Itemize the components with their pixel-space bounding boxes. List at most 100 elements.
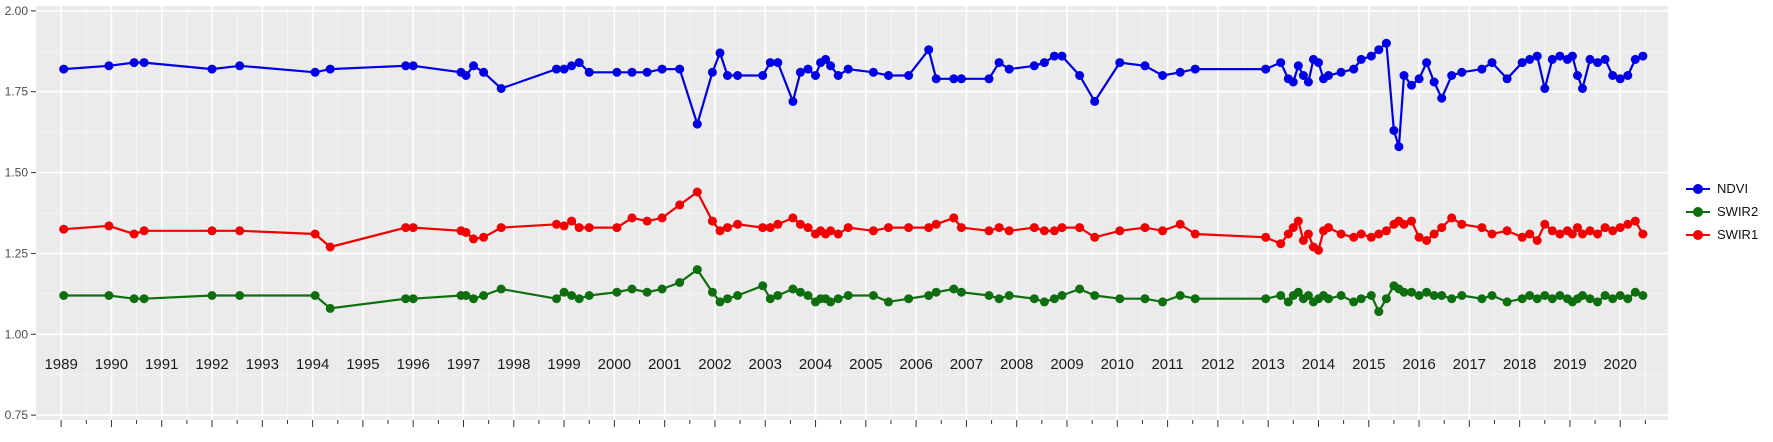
data-point — [1158, 71, 1168, 80]
data-point — [408, 61, 418, 71]
gridlines-minor — [36, 6, 1668, 420]
data-point — [207, 226, 217, 236]
x-tick-label: 1994 — [296, 356, 329, 373]
data-point — [692, 119, 702, 129]
data-point — [1525, 291, 1535, 300]
data-point — [1437, 223, 1447, 233]
data-point — [1324, 294, 1333, 304]
x-tick-label: 2000 — [598, 356, 631, 373]
data-point — [904, 71, 914, 80]
data-point — [843, 291, 853, 300]
data-point — [1175, 67, 1185, 77]
data-point — [461, 291, 471, 300]
data-point — [1399, 219, 1409, 229]
data-point — [1567, 51, 1577, 61]
data-point — [1399, 287, 1409, 297]
data-point — [904, 223, 914, 233]
data-point — [1261, 64, 1271, 74]
data-point — [765, 294, 775, 304]
x-tick-label: 2004 — [799, 356, 832, 373]
data-point — [715, 48, 725, 58]
data-point — [642, 67, 652, 77]
data-point — [924, 45, 934, 55]
data-point — [1608, 226, 1618, 236]
series-swir1 — [59, 187, 1648, 255]
data-point — [1429, 291, 1439, 300]
data-point — [1349, 297, 1359, 307]
data-point — [843, 223, 853, 233]
data-point — [692, 187, 702, 197]
data-point — [207, 291, 217, 300]
data-point — [931, 74, 941, 84]
data-point — [1004, 226, 1014, 236]
data-point — [821, 54, 831, 64]
data-point — [1457, 219, 1467, 229]
data-point — [104, 61, 114, 71]
data-point — [1414, 74, 1424, 84]
data-point — [1630, 54, 1640, 64]
data-point — [235, 226, 245, 236]
data-point — [733, 71, 743, 80]
x-tick-label: 1997 — [447, 356, 480, 373]
data-point — [642, 216, 652, 226]
data-point — [1593, 297, 1603, 307]
x-tick-label: 2012 — [1201, 356, 1234, 373]
data-point — [931, 219, 941, 229]
data-point — [310, 229, 320, 239]
data-point — [795, 287, 805, 297]
x-tick-label: 1999 — [547, 356, 580, 373]
data-point — [1477, 223, 1487, 233]
data-point — [765, 58, 775, 68]
x-tick-label: 2015 — [1352, 356, 1385, 373]
data-point — [479, 67, 489, 77]
data-point — [949, 74, 959, 84]
data-point — [1314, 245, 1323, 255]
data-point — [984, 74, 994, 84]
data-point — [1090, 232, 1100, 242]
data-point — [1057, 223, 1067, 233]
data-point — [627, 284, 637, 294]
data-point — [584, 67, 594, 77]
data-point — [733, 219, 743, 229]
data-point — [833, 71, 843, 80]
data-point — [884, 71, 893, 80]
data-point — [826, 297, 836, 307]
data-point — [1422, 58, 1432, 68]
data-point — [1090, 96, 1100, 106]
data-point — [715, 297, 725, 307]
data-point — [795, 67, 805, 77]
data-point — [833, 294, 843, 304]
data-point — [559, 221, 569, 231]
y-tick-label: 1.25 — [5, 246, 29, 260]
data-point — [1029, 294, 1039, 304]
data-point — [1555, 291, 1565, 300]
y-tick-label: 1.75 — [5, 85, 29, 99]
legend-marker-swir2-icon — [1686, 205, 1710, 219]
legend-marker-swir1-icon — [1686, 228, 1710, 242]
data-point — [1115, 58, 1125, 68]
data-point — [1429, 229, 1439, 239]
data-point — [1585, 294, 1595, 304]
data-point — [1447, 71, 1457, 80]
x-tick-label: 1989 — [44, 356, 77, 373]
data-point — [1407, 287, 1416, 297]
data-point — [1039, 297, 1049, 307]
data-point — [1075, 284, 1085, 294]
data-point — [1638, 51, 1648, 61]
data-point — [129, 294, 139, 304]
data-point — [956, 223, 966, 233]
data-point — [627, 213, 637, 223]
data-point — [924, 291, 934, 300]
data-point — [994, 58, 1004, 68]
data-point — [1638, 291, 1648, 300]
data-point — [1049, 51, 1059, 61]
data-point — [843, 64, 853, 74]
legend-label-swir2: SWIR2 — [1717, 204, 1759, 219]
data-point — [1567, 229, 1577, 239]
data-point — [496, 84, 506, 93]
data-point — [758, 71, 768, 80]
data-point — [956, 74, 966, 84]
data-point — [1075, 223, 1085, 233]
data-point — [129, 58, 139, 68]
